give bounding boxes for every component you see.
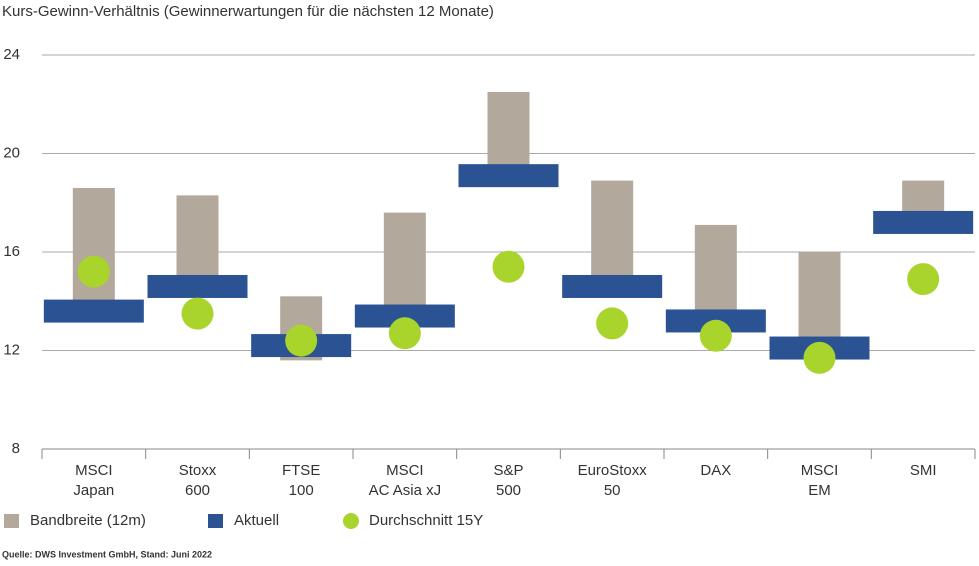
average-dot — [285, 324, 318, 357]
range-bar — [591, 180, 634, 289]
source-note: Quelle: DWS Investment GmbH, Stand: Juni… — [2, 549, 212, 559]
current-bar — [147, 274, 248, 298]
current-bar — [873, 210, 974, 234]
x-tick-label: S&P 500 — [493, 462, 523, 499]
range-bar — [176, 195, 219, 287]
chart-title: Kurs-Gewinn-Verhältnis (Gewinnerwartunge… — [2, 3, 494, 20]
legend-label: Bandbreite (12m) — [30, 512, 146, 529]
x-tick-label: FTSE 100 — [282, 462, 320, 499]
average-dot — [492, 250, 525, 283]
x-tick-label: MSCI Japan — [73, 462, 114, 499]
y-tick-label: 20 — [3, 144, 20, 161]
legend-swatch — [4, 514, 19, 528]
legend-swatch — [208, 514, 223, 528]
average-dot — [181, 297, 214, 330]
x-tick-label: EuroStoxx 50 — [578, 462, 648, 499]
y-tick-label: 12 — [3, 341, 20, 358]
legend-swatch — [343, 513, 359, 529]
x-tick-label: DAX — [700, 462, 731, 479]
x-tick-label: MSCI EM — [801, 462, 839, 499]
y-tick-label: 24 — [3, 46, 20, 63]
x-tick-label: MSCI AC Asia xJ — [369, 462, 442, 499]
current-bar — [43, 299, 144, 323]
range-bar — [798, 252, 841, 351]
average-dot — [596, 307, 629, 340]
range-bar — [72, 187, 115, 312]
y-tick-label: 16 — [3, 243, 20, 260]
average-dot — [907, 263, 940, 296]
average-dot — [388, 317, 421, 350]
legend-label: Durchschnitt 15Y — [369, 512, 483, 529]
x-tick-label: SMI — [910, 462, 937, 479]
range-bar — [694, 224, 737, 321]
average-dot — [77, 255, 110, 288]
range-bar — [487, 91, 530, 176]
average-dot — [803, 341, 836, 374]
current-bar — [458, 164, 559, 188]
average-dot — [699, 319, 732, 352]
range-bar — [383, 212, 426, 317]
current-bar — [562, 274, 663, 298]
legend-label: Aktuell — [234, 512, 279, 529]
current-bar — [354, 304, 455, 328]
y-tick-label: 8 — [12, 440, 20, 457]
x-tick-label: Stoxx 600 — [179, 462, 217, 499]
